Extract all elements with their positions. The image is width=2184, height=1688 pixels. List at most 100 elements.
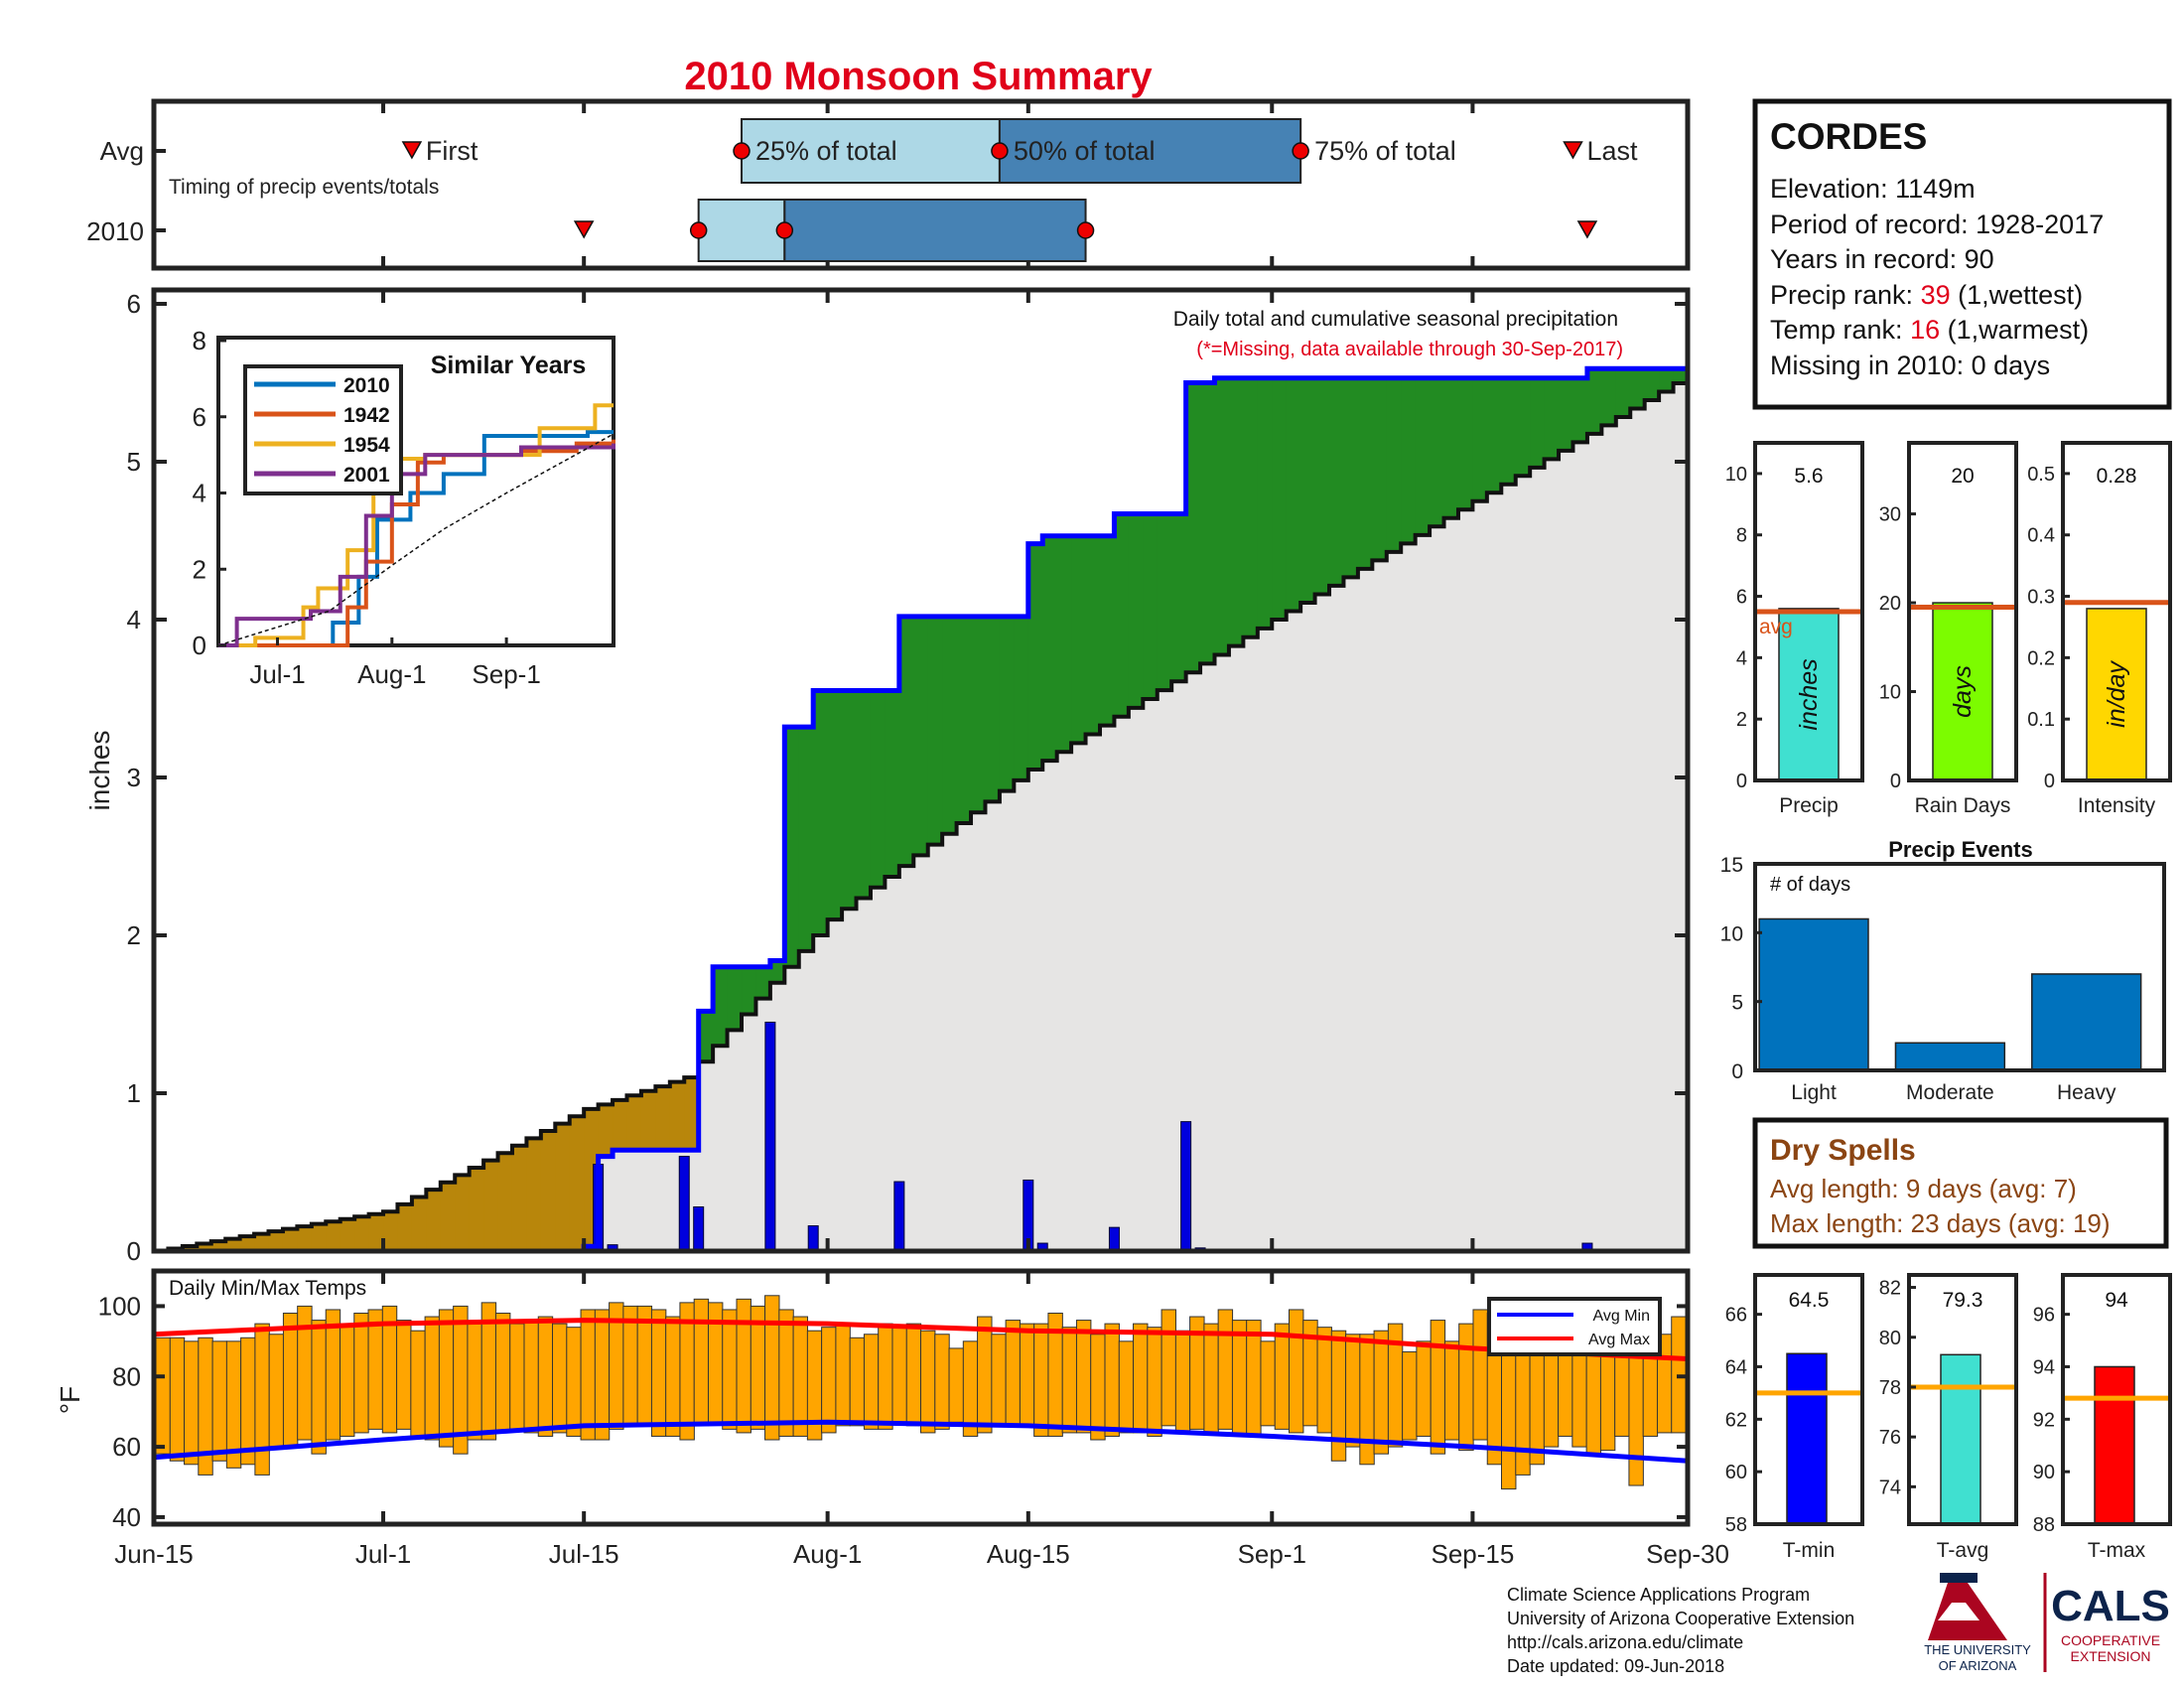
- daily-temp-bar: [1260, 1340, 1276, 1427]
- surplus-segment: [1243, 377, 1259, 637]
- temp-y-tick-label: 74: [1879, 1477, 1901, 1498]
- mini-y-tick-label: 0: [2044, 771, 2055, 792]
- precip-ylabel: inches: [84, 731, 115, 811]
- surplus-segment: [713, 966, 729, 1047]
- surplus-segment: [1586, 368, 1602, 434]
- deficit-segment: [655, 1086, 671, 1151]
- daily-temp-bar: [1104, 1323, 1120, 1437]
- event-category-label: Light: [1791, 1081, 1837, 1104]
- mini-avg-label: avg: [1759, 616, 1793, 638]
- daily-temp-bar: [240, 1336, 256, 1466]
- daily-temp-bar: [835, 1323, 851, 1427]
- daily-temp-bar: [1345, 1334, 1361, 1448]
- events-y-tick-label: 0: [1731, 1060, 1743, 1083]
- deficit-segment: [569, 1116, 585, 1251]
- daily-temp-bar: [184, 1340, 200, 1466]
- surplus-segment: [1027, 543, 1043, 771]
- temp-category-label: T-avg: [1937, 1539, 1989, 1562]
- surplus-segment: [1357, 377, 1373, 569]
- surplus-segment: [1472, 377, 1488, 501]
- inset-title: Similar Years: [431, 352, 587, 379]
- mini-bar-rain-days: [1932, 602, 1993, 781]
- daily-temp-bar: [325, 1309, 341, 1441]
- daily-temp-bar: [849, 1336, 866, 1427]
- mini-y-tick-label: 0.3: [2027, 587, 2055, 609]
- daily-temp-bar: [878, 1323, 893, 1430]
- mini-value-label: 0.28: [2097, 465, 2137, 488]
- surplus-segment: [870, 690, 887, 888]
- deficit-segment: [311, 1223, 327, 1251]
- avg-cumulative-line: [154, 374, 1690, 1253]
- footer-program: Climate Science Applications Program: [1507, 1585, 1810, 1605]
- daily-temp-bar: [1061, 1327, 1078, 1434]
- temp-y-tick-label: 66: [1725, 1305, 1747, 1327]
- legend-avg-max: Avg Max: [1588, 1332, 1650, 1348]
- surplus-segment: [1572, 377, 1588, 443]
- daily-temp-bar: [424, 1316, 441, 1441]
- mini-y-tick-label: 0: [1736, 771, 1747, 792]
- precip-y-tick-label: 2: [127, 920, 141, 950]
- x-tick-label: Aug-1: [793, 1539, 862, 1569]
- mini-bar-intensity: [2086, 608, 2147, 781]
- temp-value-label: 79.3: [1943, 1289, 1983, 1312]
- avg-q25-q50-box: [741, 118, 1001, 184]
- deficit-segment: [540, 1131, 556, 1251]
- surplus-segment: [755, 966, 771, 999]
- surplus-segment: [1114, 513, 1130, 717]
- deficit-segment: [426, 1190, 442, 1251]
- year-quartile-marker: [775, 221, 794, 239]
- temps-frame: [151, 1268, 1691, 1527]
- x-tick-label: Aug-15: [987, 1539, 1070, 1569]
- mini-y-tick-label: 20: [1879, 593, 1901, 615]
- daily-temp-bar: [580, 1309, 596, 1441]
- daily-temp-bar: [1316, 1327, 1332, 1434]
- daily-temp-bar: [1033, 1323, 1049, 1437]
- surplus-segment: [956, 616, 972, 823]
- precip-y-tick-label: 4: [127, 605, 141, 634]
- daily-temp-bar: [1075, 1320, 1092, 1434]
- inset-line-1942: [218, 439, 615, 647]
- surplus-segment: [1401, 377, 1417, 544]
- mini-unit-label: days: [1949, 665, 1977, 718]
- temp-y-tick-label: 80: [1879, 1328, 1901, 1349]
- daily-temp-bar: [353, 1313, 369, 1434]
- daily-temp-bar: [467, 1323, 482, 1441]
- mini-panel-frame: [2061, 441, 2172, 782]
- x-tick-label: Sep-30: [1646, 1539, 1729, 1569]
- temp-y-tick-label: 60: [1725, 1462, 1747, 1483]
- station-info-box: CORDES Elevation: 1149m Period of record…: [1752, 98, 2172, 410]
- avg-quartile-marker: [1292, 142, 1309, 160]
- daily-temp-bar: [891, 1327, 907, 1423]
- surplus-segment: [885, 690, 900, 877]
- deficit-segment: [282, 1228, 298, 1251]
- mini-y-tick-label: 0.2: [2027, 647, 2055, 669]
- inset-legend-label-2010: 2010: [343, 374, 390, 397]
- mini-category-label: Intensity: [2078, 794, 2156, 817]
- mini-bar-precip: [1778, 608, 1840, 781]
- deficit-segment: [254, 1233, 270, 1251]
- daily-precip-bar: [678, 1156, 690, 1252]
- inset-y-tick-label: 8: [193, 326, 206, 355]
- year-quartile-marker: [1076, 221, 1095, 239]
- daily-temp-bar: [1443, 1340, 1460, 1441]
- surplus-segment: [1457, 377, 1474, 510]
- surplus-segment: [769, 960, 785, 983]
- temps-y-tick-label: 40: [112, 1502, 141, 1532]
- events-ylabel: # of days: [1770, 874, 1850, 896]
- mini-y-tick-label: 0.4: [2027, 525, 2055, 547]
- temp-y-tick-label: 96: [2033, 1305, 2055, 1327]
- deficit-segment: [684, 1077, 700, 1151]
- surplus-segment: [1644, 368, 1660, 400]
- temp-category-label: T-max: [2088, 1539, 2146, 1562]
- daily-temp-bar: [934, 1334, 950, 1430]
- temp-y-tick-label: 64: [1725, 1356, 1747, 1378]
- cals-logo-sub2: EXTENSION: [2071, 1648, 2151, 1664]
- daily-temp-bar: [1005, 1320, 1022, 1427]
- x-tick-label: Sep-1: [1238, 1539, 1306, 1569]
- daily-temp-bar: [552, 1323, 568, 1434]
- precip-note: Daily total and cumulative seasonal prec…: [1173, 308, 1618, 331]
- surplus-segment: [1200, 382, 1216, 664]
- surplus-segment: [842, 690, 858, 910]
- footer-url[interactable]: http://cals.arizona.edu/climate: [1507, 1632, 1743, 1652]
